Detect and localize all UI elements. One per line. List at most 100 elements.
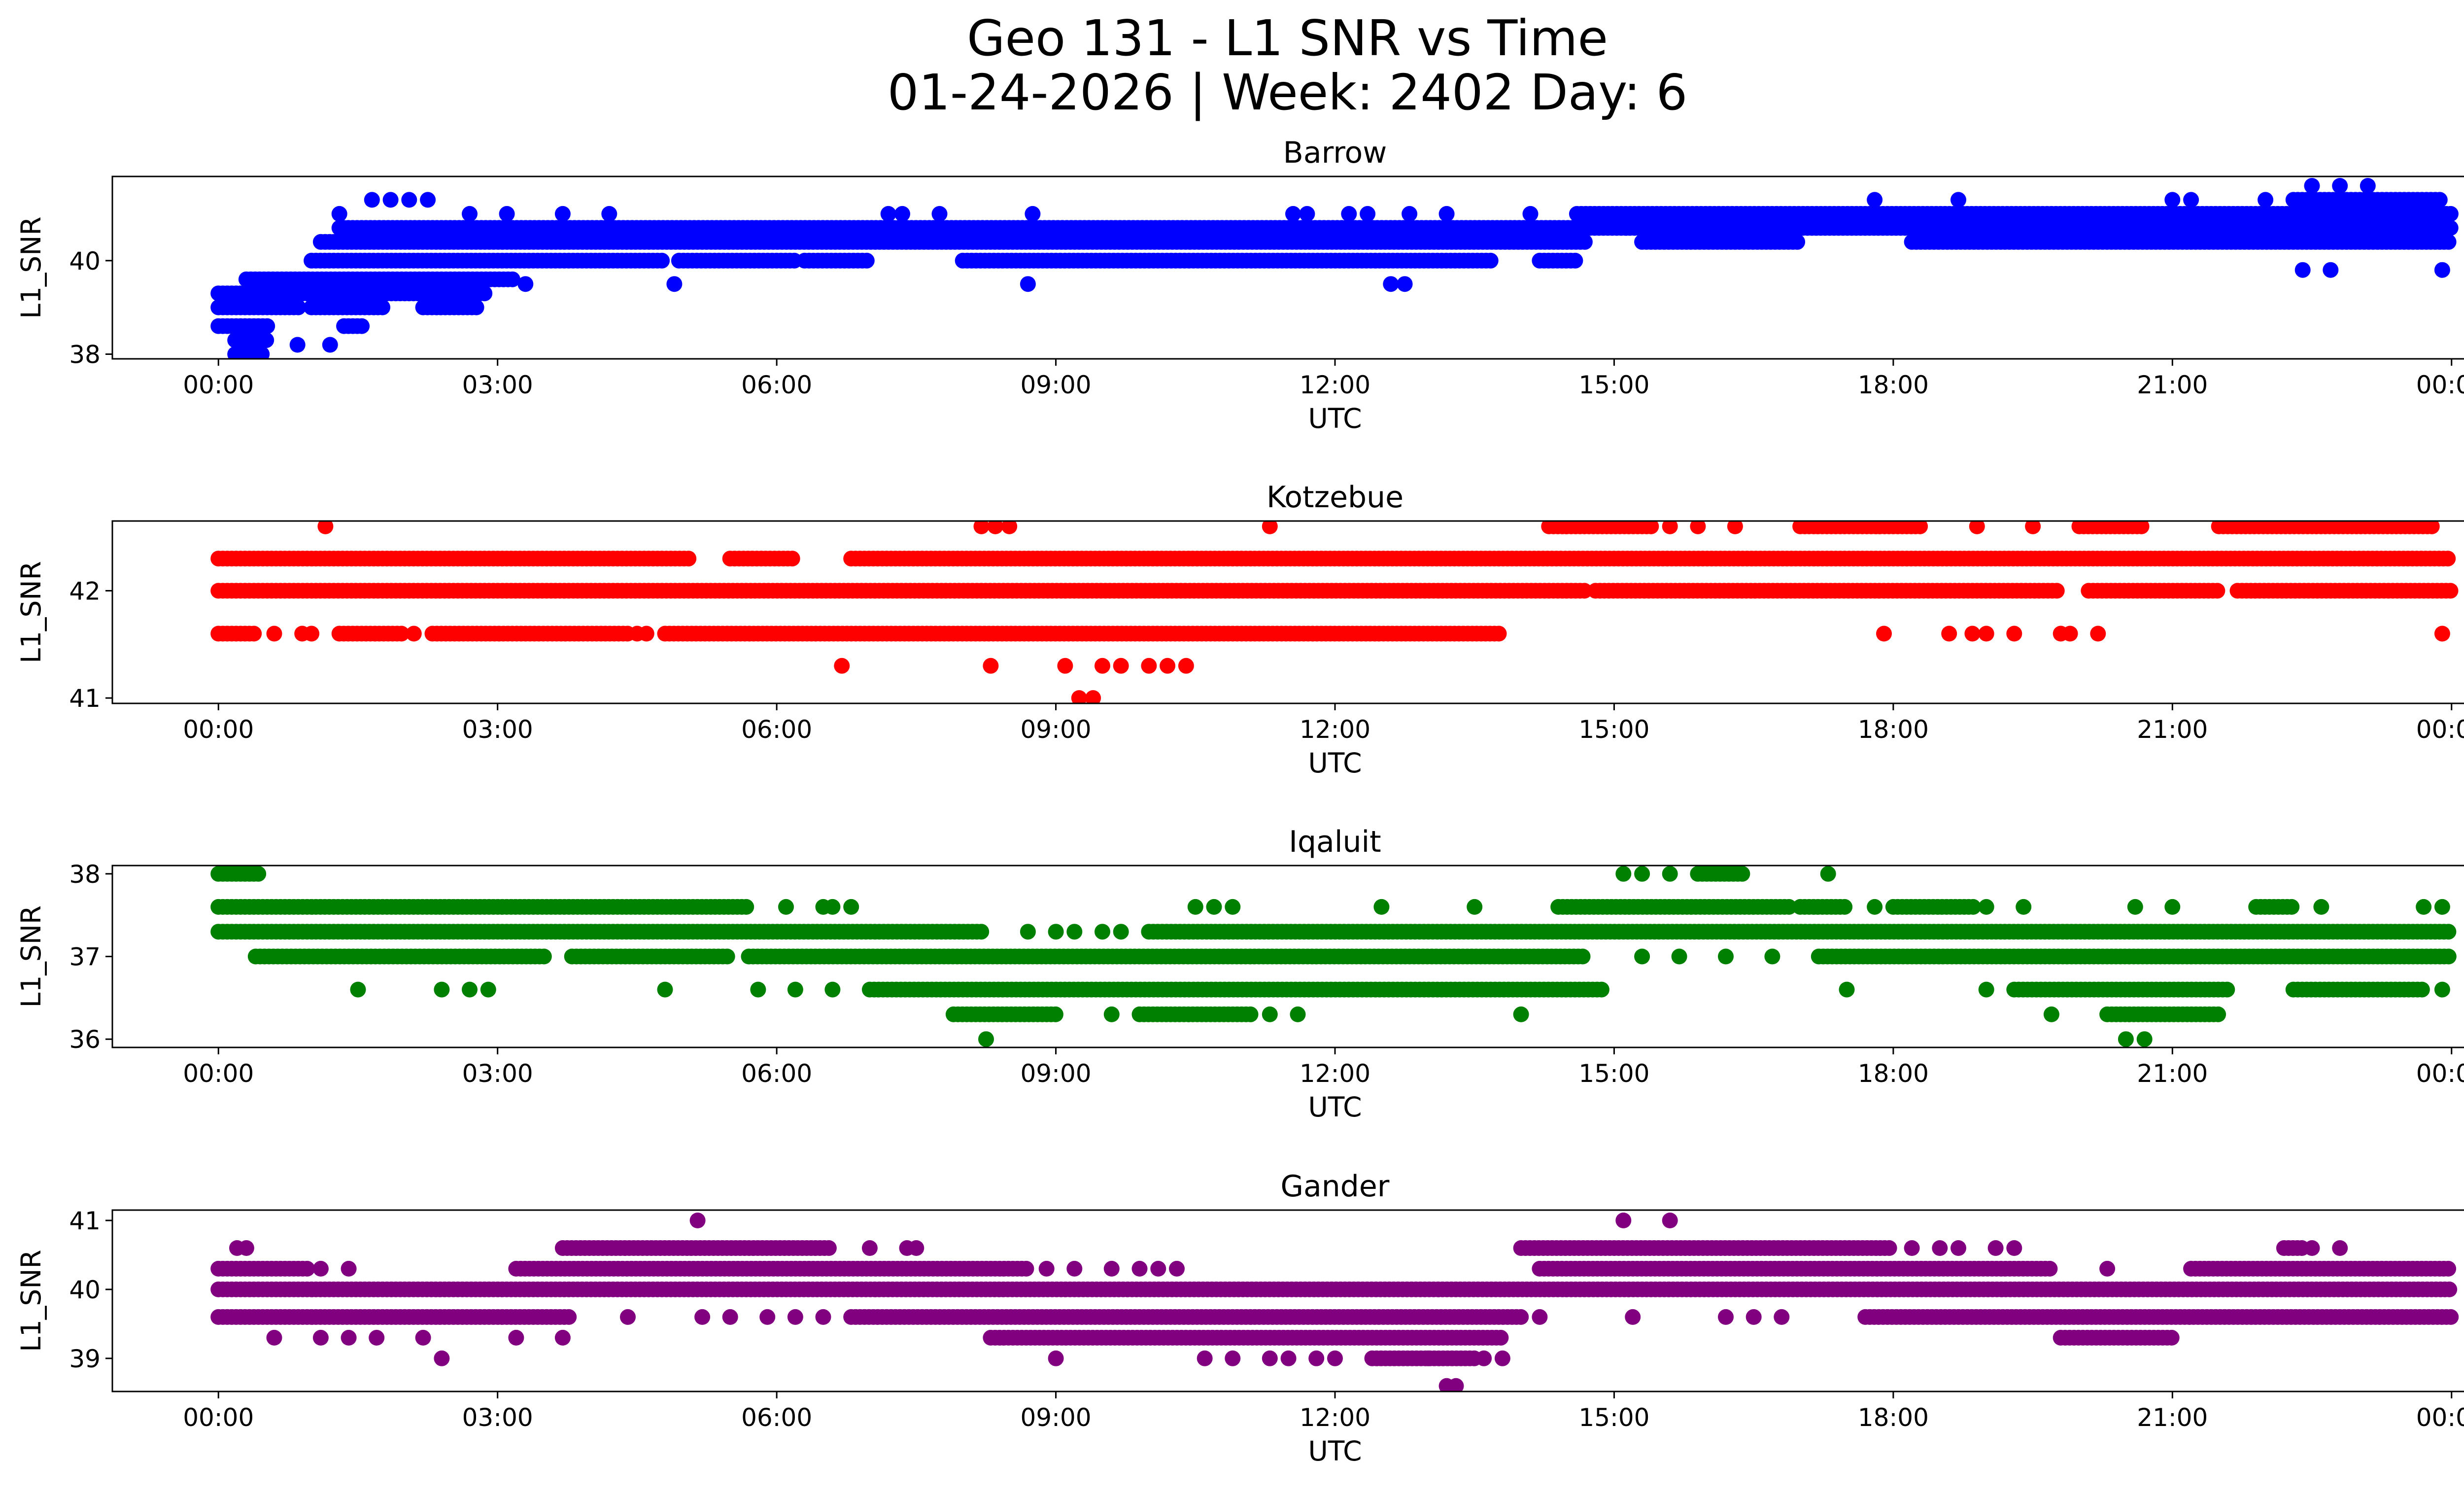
series-markers [210,866,2457,1047]
data-point [2133,521,2150,534]
panel-title: Iqaluit [1289,825,1381,859]
data-point [434,981,450,998]
data-point [834,658,850,674]
data-point [973,521,990,534]
x-axis-label: UTC [1308,403,1362,434]
figure-title-line2: 01-24-2026 | Week: 2402 Day: 6 [887,64,1688,121]
data-point [666,276,683,292]
data-point [1095,658,1110,674]
data-point [2440,924,2457,940]
data-point [480,981,496,998]
data-point [393,626,410,642]
x-tick-label: 18:00 [1858,371,1929,399]
data-point [1734,866,1750,882]
data-point [2183,192,2199,208]
data-point [375,299,391,315]
data-point [406,626,422,642]
data-point [1438,206,1455,222]
data-point [978,1031,994,1047]
data-point [350,981,366,998]
x-tick-label: 15:00 [1578,1059,1649,1088]
x-tick-label: 00:00 [2416,1059,2464,1088]
data-point [1066,924,1083,940]
data-point [1491,626,1507,642]
data-point [536,948,552,965]
data-point [750,981,766,998]
data-point [1969,521,1985,534]
data-point [289,337,306,353]
data-point [1285,206,1301,222]
data-point [1360,206,1376,222]
data-point [504,271,520,287]
y-tick-label: 38 [69,860,101,889]
data-point [1113,658,1129,674]
data-point [1178,658,1194,674]
panel-title: Kotzebue [1266,480,1403,515]
data-point [1025,206,1041,222]
data-point [468,299,484,315]
data-point [2284,899,2300,915]
data-point [657,981,673,998]
y-tick-label: 36 [69,1025,101,1054]
data-point [2332,178,2348,194]
data-point [266,626,282,642]
axes-frame [111,520,2464,704]
data-point [931,206,948,222]
data-point [1941,626,1957,642]
data-point [1095,924,1110,940]
data-point [2304,178,2320,194]
data-point [2431,192,2448,208]
data-point [1071,690,1087,703]
x-axis-label: UTC [1308,1091,1362,1123]
y-tick-label: 40 [69,247,101,276]
data-point [1820,866,1836,882]
data-point [2127,899,2143,915]
data-point [858,252,875,269]
x-tick-label: 21:00 [2137,715,2208,744]
data-point [2258,192,2274,208]
data-point [2025,521,2041,534]
x-tick-label: 00:00 [183,715,254,744]
y-tick-label: 37 [69,943,101,972]
data-point [1048,924,1064,940]
data-point [246,626,262,642]
data-point [1141,658,1157,674]
data-point [1047,1006,1063,1022]
series-markers [210,178,2459,359]
data-point [2049,583,2065,599]
data-point [2442,220,2459,236]
data-point [382,192,399,208]
data-point [1262,521,1278,534]
data-point [1187,899,1203,915]
x-tick-label: 00:00 [2416,715,2464,744]
data-point [420,192,436,208]
data-point [1837,899,1853,915]
data-point [2136,1031,2153,1047]
data-point [1001,521,1018,534]
data-point [2043,1006,2059,1022]
x-tick-label: 18:00 [1858,715,1929,744]
y-axis-label: L1_SNR [15,216,47,318]
data-point [317,521,334,534]
data-point [2090,626,2106,642]
data-point [1876,626,1892,642]
data-point [2434,981,2450,998]
data-point [1964,626,1981,642]
x-tick-label: 21:00 [2137,1059,2208,1088]
data-point [259,318,275,334]
data-point [2294,262,2311,278]
data-point [299,1260,315,1277]
x-tick-label: 06:00 [741,371,812,399]
data-point [517,276,534,292]
data-point [894,206,910,222]
data-point [1397,276,1413,292]
data-point [2414,981,2430,998]
data-point [290,299,307,315]
data-point [1482,252,1499,269]
data-point [1839,981,1855,998]
data-point [1615,866,1632,882]
data-point [462,206,478,222]
data-point [2434,262,2450,278]
data-point [1978,626,1994,642]
data-point [1576,234,1593,250]
